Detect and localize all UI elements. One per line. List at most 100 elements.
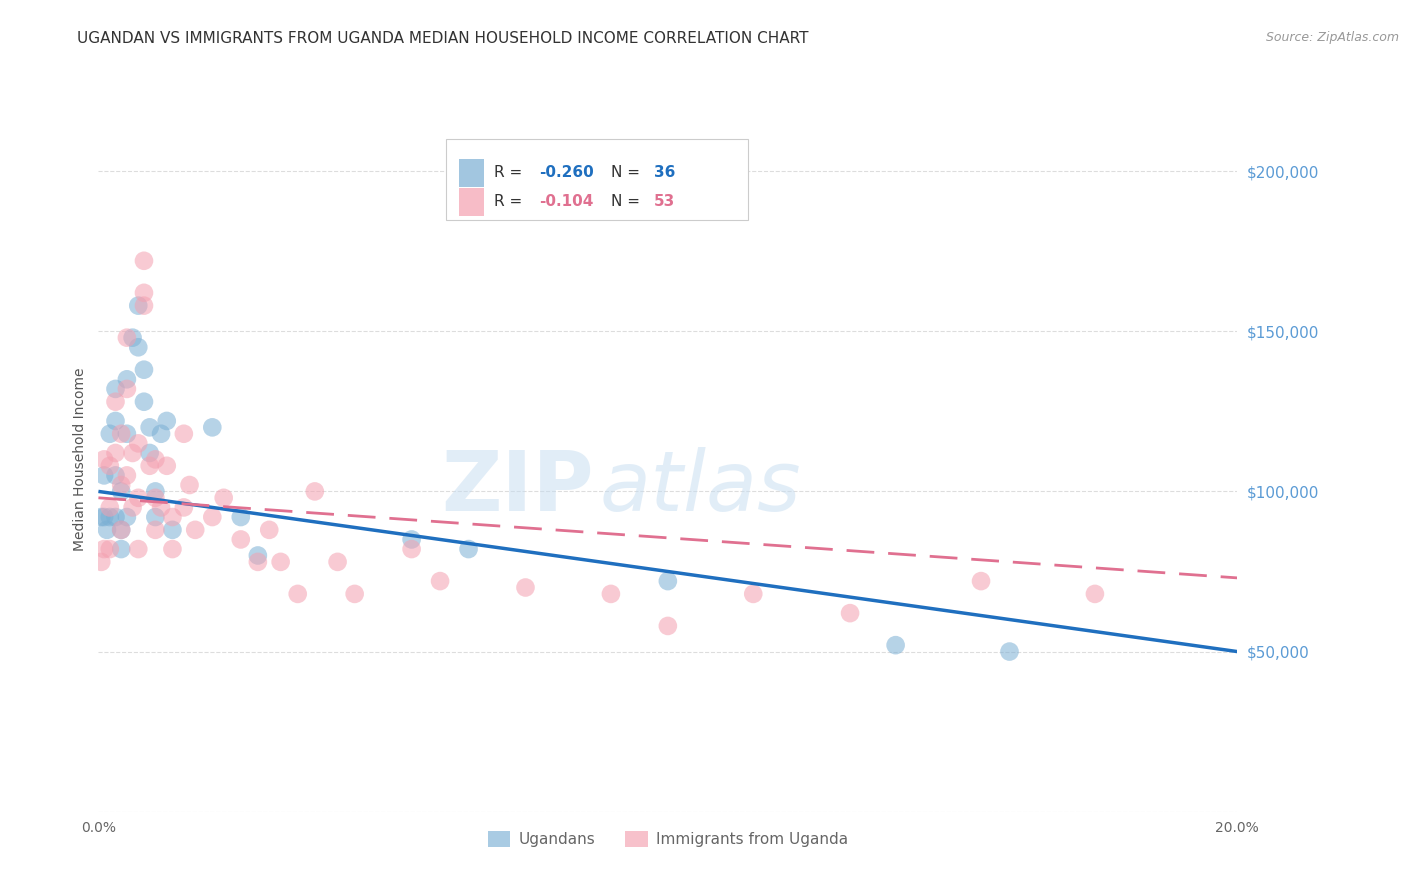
Point <box>401 533 423 547</box>
Point <box>998 644 1021 658</box>
Point <box>132 362 155 376</box>
Point <box>104 510 127 524</box>
Point <box>246 549 269 563</box>
Point <box>127 299 149 313</box>
Text: R =: R = <box>494 194 527 210</box>
Point <box>145 491 167 505</box>
Point <box>229 510 252 524</box>
Point <box>93 452 115 467</box>
Point <box>201 510 224 524</box>
FancyBboxPatch shape <box>446 139 748 219</box>
Point <box>127 491 149 505</box>
Text: 53: 53 <box>654 194 675 210</box>
Point <box>90 510 112 524</box>
Point <box>96 523 118 537</box>
Point <box>110 478 132 492</box>
Point <box>259 523 281 537</box>
Point <box>401 542 423 557</box>
Point <box>127 436 149 450</box>
Point <box>127 542 149 557</box>
Point <box>98 510 121 524</box>
Point <box>156 414 179 428</box>
Point <box>98 500 121 515</box>
FancyBboxPatch shape <box>460 188 485 216</box>
Point <box>326 555 349 569</box>
Point <box>93 510 115 524</box>
Point <box>110 542 132 557</box>
Point <box>179 478 201 492</box>
Point <box>138 420 160 434</box>
Point <box>457 542 479 557</box>
Point <box>145 484 167 499</box>
Point <box>1084 587 1107 601</box>
Point <box>970 574 993 588</box>
Point <box>110 426 132 441</box>
Point <box>90 555 112 569</box>
Point <box>270 555 292 569</box>
Point <box>150 500 173 515</box>
Point <box>121 446 143 460</box>
Point <box>132 253 155 268</box>
Point <box>104 468 127 483</box>
Point <box>184 523 207 537</box>
Point <box>600 587 623 601</box>
Point <box>98 426 121 441</box>
Point <box>212 491 235 505</box>
Text: Source: ZipAtlas.com: Source: ZipAtlas.com <box>1265 31 1399 45</box>
Point <box>127 340 149 354</box>
Point <box>98 542 121 557</box>
Legend: Ugandans, Immigrants from Uganda: Ugandans, Immigrants from Uganda <box>481 825 855 854</box>
Point <box>93 468 115 483</box>
Point <box>115 331 138 345</box>
Point <box>162 510 184 524</box>
Text: 36: 36 <box>654 165 675 180</box>
Point <box>115 382 138 396</box>
Text: UGANDAN VS IMMIGRANTS FROM UGANDA MEDIAN HOUSEHOLD INCOME CORRELATION CHART: UGANDAN VS IMMIGRANTS FROM UGANDA MEDIAN… <box>77 31 808 46</box>
Point <box>173 500 195 515</box>
Point <box>657 574 679 588</box>
Point <box>429 574 451 588</box>
Point <box>884 638 907 652</box>
Point <box>229 533 252 547</box>
Point <box>657 619 679 633</box>
Point <box>115 510 138 524</box>
Point <box>145 452 167 467</box>
Text: N =: N = <box>610 194 645 210</box>
Point <box>138 446 160 460</box>
Point <box>93 542 115 557</box>
Point <box>104 414 127 428</box>
Point <box>839 606 862 620</box>
Text: -0.104: -0.104 <box>538 194 593 210</box>
Text: R =: R = <box>494 165 527 180</box>
Text: N =: N = <box>610 165 645 180</box>
Point <box>304 484 326 499</box>
Point <box>104 382 127 396</box>
Point <box>132 299 155 313</box>
Point <box>115 426 138 441</box>
Point <box>343 587 366 601</box>
FancyBboxPatch shape <box>460 159 485 187</box>
Point <box>515 581 537 595</box>
Point <box>162 523 184 537</box>
Point <box>132 394 155 409</box>
Point <box>110 523 132 537</box>
Point <box>201 420 224 434</box>
Point <box>162 542 184 557</box>
Point <box>115 468 138 483</box>
Point <box>287 587 309 601</box>
Point <box>132 285 155 300</box>
Point <box>145 510 167 524</box>
Point <box>156 458 179 473</box>
Point <box>104 394 127 409</box>
Y-axis label: Median Household Income: Median Household Income <box>73 368 87 551</box>
Point <box>110 523 132 537</box>
Point <box>121 500 143 515</box>
Point <box>173 426 195 441</box>
Point <box>145 523 167 537</box>
Text: ZIP: ZIP <box>441 447 593 528</box>
Point <box>98 458 121 473</box>
Point <box>110 484 132 499</box>
Text: -0.260: -0.260 <box>538 165 593 180</box>
Text: atlas: atlas <box>599 447 801 528</box>
Point <box>742 587 765 601</box>
